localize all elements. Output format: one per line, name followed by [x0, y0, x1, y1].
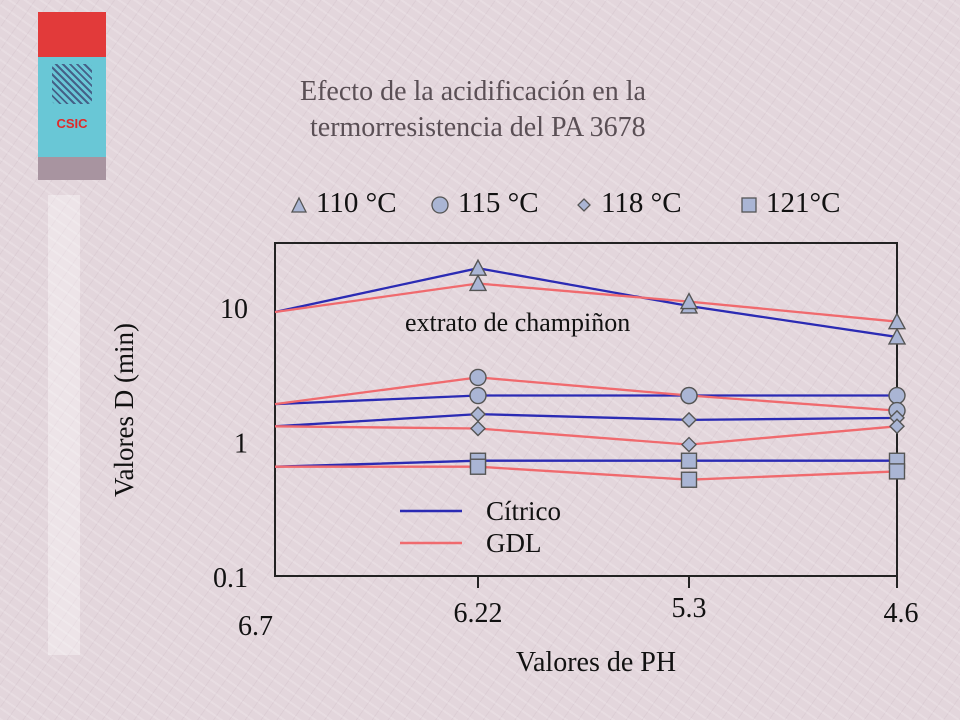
legend-item-115: 115 °C — [430, 187, 539, 220]
data-point-diamond — [681, 411, 697, 428]
x-tick-label: 5.3 — [672, 593, 707, 624]
x-tick-label: 4.6 — [884, 598, 919, 629]
y-tick-label: 10 — [220, 294, 248, 325]
data-point-circle — [888, 386, 906, 405]
series-line — [274, 394, 897, 406]
diamond-icon — [577, 198, 591, 213]
x-axis-label: Valores de PH — [516, 647, 676, 678]
legend-label-gdl: GDL — [486, 528, 542, 558]
series-line — [274, 282, 898, 323]
series-line — [274, 459, 897, 468]
logo-text: CSIC — [56, 116, 88, 131]
data-point-diamond — [470, 406, 486, 423]
data-point-diamond — [470, 420, 486, 437]
data-point-square — [469, 458, 487, 475]
y-tick-label: 0.1 — [213, 563, 248, 594]
data-point-circle — [469, 368, 487, 387]
legend-item-121: 121°C — [740, 187, 840, 220]
chart-annotation: extrato de champiñon — [405, 308, 630, 337]
data-point-square — [680, 452, 698, 469]
legend-label-citrico: Cítrico — [486, 496, 561, 526]
logo-emblem-icon — [52, 64, 92, 104]
series-line — [274, 425, 898, 446]
legend-label-118: 118 °C — [601, 187, 682, 219]
circle-icon — [431, 196, 449, 214]
series-line — [274, 376, 898, 412]
data-point-square — [888, 463, 906, 480]
logo-mauve-band — [38, 157, 106, 180]
legend-label-110: 110 °C — [316, 187, 397, 219]
data-point-triangle — [468, 273, 488, 292]
page-title: Efecto de la acidificación en la termorr… — [300, 74, 800, 146]
data-point-triangle — [887, 327, 907, 345]
x-tick-label: 6.22 — [454, 598, 503, 629]
data-point-circle — [469, 386, 487, 405]
data-point-triangle — [468, 258, 488, 276]
series-line — [274, 267, 898, 339]
triangle-icon — [290, 196, 308, 213]
title-line-1: Efecto de la acidificación en la — [300, 76, 646, 107]
title-line-2: termorresistencia del PA 3678 — [310, 112, 646, 143]
side-panel — [48, 195, 80, 655]
data-point-triangle — [887, 312, 907, 330]
x-tick-label: 6.7 — [238, 611, 273, 642]
legend-item-110: 110 °C — [290, 187, 397, 220]
data-point-diamond — [681, 436, 697, 453]
data-point-diamond — [889, 418, 905, 435]
csic-logo: CSIC — [38, 12, 106, 180]
series-line — [274, 412, 898, 428]
data-point-circle — [680, 386, 698, 405]
series-line — [275, 465, 898, 481]
y-axis-label: Valores D (min) — [109, 323, 139, 497]
logo-red-band — [38, 12, 106, 57]
square-icon — [741, 197, 757, 213]
legend-item-118: 118 °C — [575, 187, 682, 220]
legend-label-121: 121°C — [766, 187, 841, 219]
legend-label-115: 115 °C — [458, 187, 539, 219]
data-point-square — [680, 471, 698, 488]
data-point-triangle — [679, 292, 699, 310]
y-tick-label: 1 — [234, 429, 248, 460]
